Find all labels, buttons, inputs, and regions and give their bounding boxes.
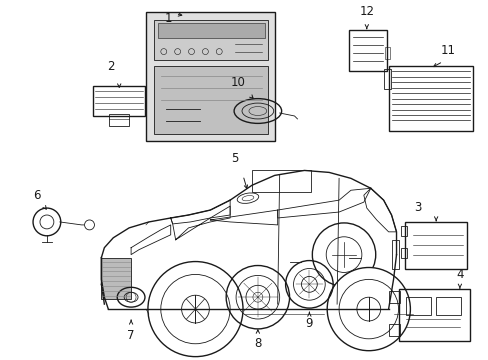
Bar xyxy=(388,67,472,131)
Text: 7: 7 xyxy=(127,329,135,342)
Bar xyxy=(388,324,400,336)
Circle shape xyxy=(148,262,243,357)
Text: 12: 12 xyxy=(359,5,373,18)
Bar xyxy=(251,170,311,192)
Bar xyxy=(154,67,267,134)
Bar xyxy=(348,30,386,71)
Bar xyxy=(158,23,264,38)
Text: 11: 11 xyxy=(440,44,455,57)
Bar xyxy=(405,222,466,270)
Text: 1: 1 xyxy=(164,12,172,25)
Bar xyxy=(145,12,274,141)
Text: 6: 6 xyxy=(33,189,41,202)
Bar xyxy=(384,47,389,59)
Bar xyxy=(435,297,460,315)
Text: 10: 10 xyxy=(230,76,245,89)
Bar xyxy=(388,291,400,303)
Bar xyxy=(398,289,469,341)
Bar xyxy=(391,240,398,270)
Circle shape xyxy=(326,267,409,351)
Text: 9: 9 xyxy=(305,317,312,330)
Bar xyxy=(406,297,430,315)
Text: 2: 2 xyxy=(107,60,115,73)
Text: 8: 8 xyxy=(254,337,261,350)
Bar xyxy=(383,69,390,89)
Bar xyxy=(109,114,129,126)
Text: 4: 4 xyxy=(455,268,463,282)
Bar xyxy=(401,226,407,236)
Text: 3: 3 xyxy=(414,201,421,214)
Bar xyxy=(101,258,131,299)
Bar xyxy=(154,20,267,59)
Text: 5: 5 xyxy=(231,153,238,166)
Bar xyxy=(93,86,144,116)
Bar xyxy=(401,248,407,258)
